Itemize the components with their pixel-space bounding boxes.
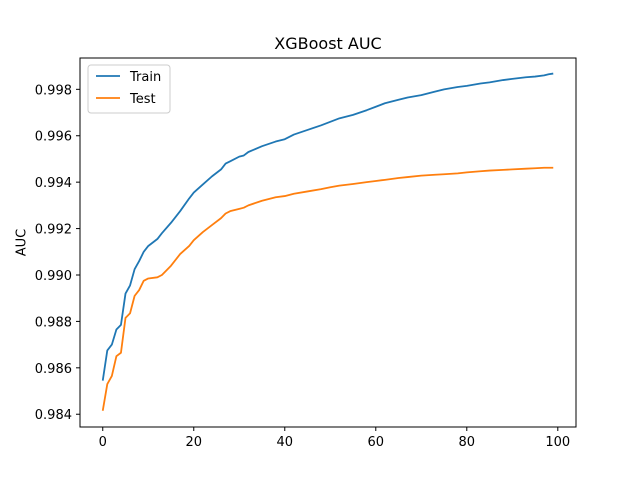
y-axis-label: AUC [15,229,30,257]
legend-label-train: Train [129,70,161,85]
x-tick-label: 0 [99,435,107,450]
x-tick-label: 60 [368,435,385,450]
y-tick-label: 0.996 [35,130,72,145]
y-tick-label: 0.992 [35,223,72,238]
x-tick-label: 80 [459,435,476,450]
x-tick-label: 100 [545,435,570,450]
chart-title: XGBoost AUC [274,34,381,53]
y-tick-label: 0.988 [35,315,72,330]
y-axis-ticks: 0.984 0.986 0.988 0.990 0.992 0.994 0.996 0.998 [35,83,80,423]
y-tick-label: 0.984 [35,408,72,423]
x-tick-label: 20 [185,435,202,450]
series-line-train [101,72,554,381]
axes-frame [79,57,577,428]
legend: Train Test [87,64,171,114]
legend-label-test: Test [129,92,156,107]
x-tick-label: 40 [276,435,293,450]
x-axis-ticks: 0 20 40 60 80 100 [99,427,570,450]
y-tick-label: 0.994 [35,176,72,191]
series-line-test [101,166,554,411]
y-tick-label: 0.990 [35,269,72,284]
y-tick-label: 0.986 [35,362,72,377]
y-tick-label: 0.998 [35,83,72,98]
series-layer [101,72,554,411]
legend-box [87,64,171,114]
